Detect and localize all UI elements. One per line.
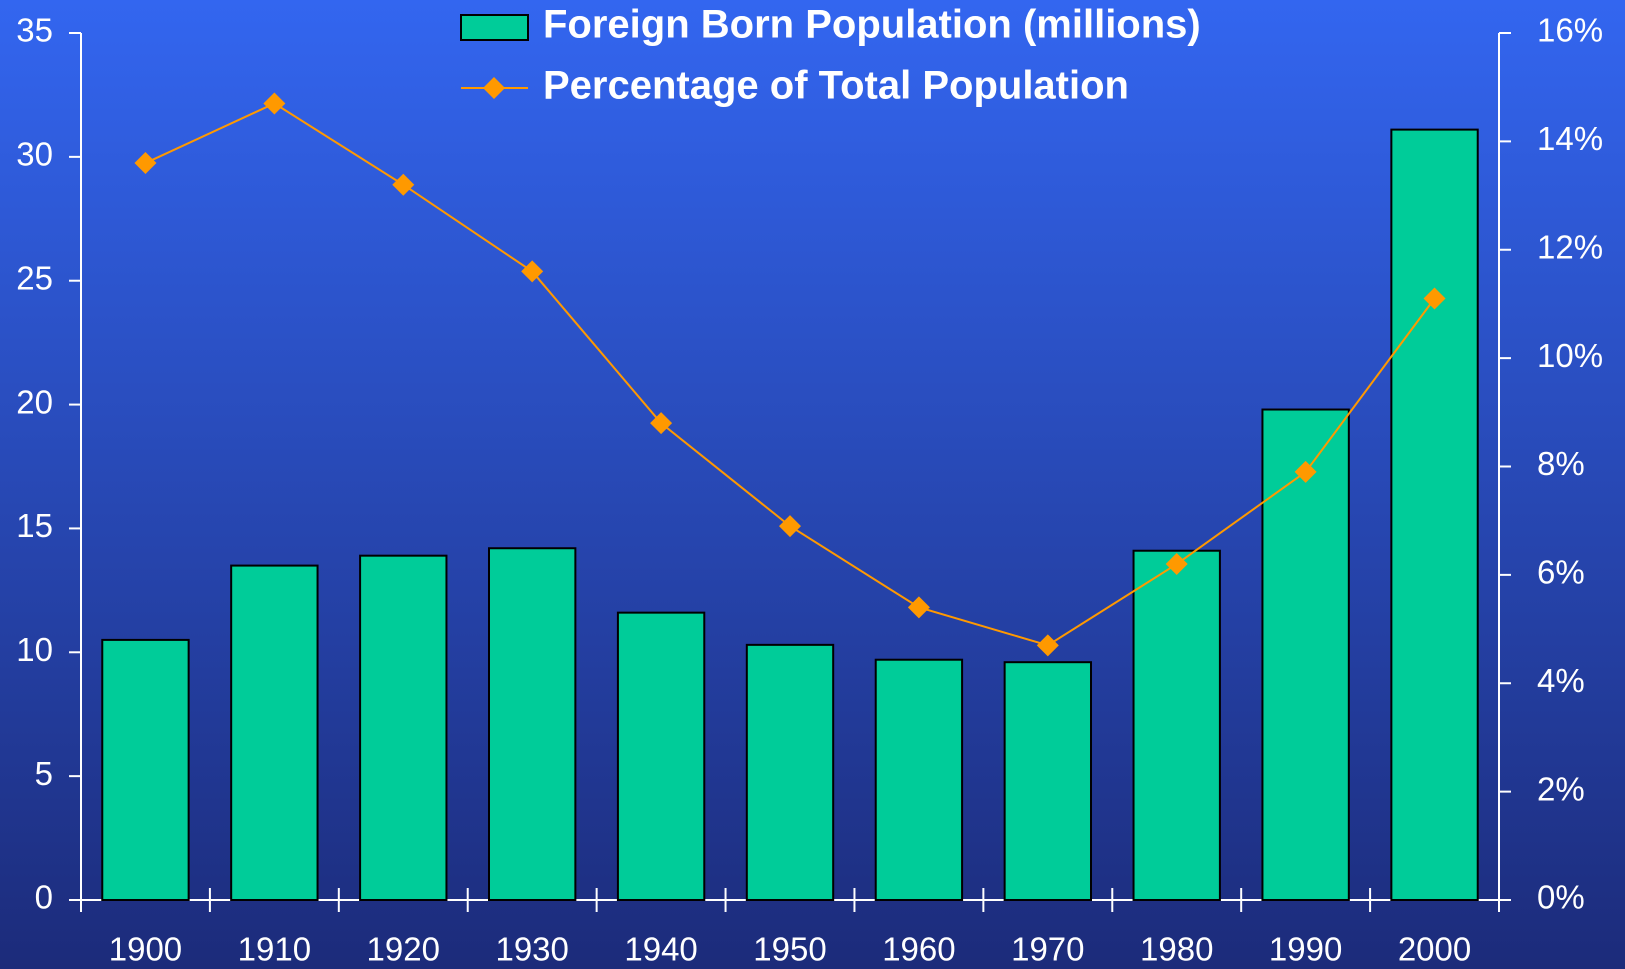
y2-tick-label: 8% — [1537, 445, 1585, 482]
y2-tick-label: 10% — [1537, 337, 1603, 374]
y-tick-label: 5 — [35, 755, 53, 792]
bar — [1261, 408, 1350, 901]
legend-marker — [483, 77, 505, 99]
x-tick-label: 1910 — [238, 931, 311, 968]
x-tick-label: 1980 — [1140, 931, 1213, 968]
bar — [874, 658, 964, 902]
x-tick-label: 1960 — [882, 931, 955, 968]
line-marker — [1165, 553, 1188, 576]
bar — [101, 638, 190, 902]
line-marker — [907, 596, 930, 619]
y2-tick-label: 4% — [1537, 662, 1585, 699]
y2-tick-label: 16% — [1537, 12, 1603, 49]
y-tick-label: 30 — [16, 136, 53, 173]
x-tick-label: 1950 — [753, 931, 826, 968]
line-marker — [1423, 287, 1446, 310]
y2-tick-label: 6% — [1537, 554, 1585, 591]
y2-tick-label: 0% — [1537, 879, 1585, 916]
bar — [1390, 128, 1479, 901]
y-tick-label: 20 — [16, 383, 53, 420]
bar — [745, 643, 835, 902]
bar — [230, 564, 319, 901]
y-tick-label: 15 — [16, 507, 53, 544]
bar — [359, 554, 448, 901]
y-tick-label: 25 — [16, 259, 53, 296]
legend-label: Percentage of Total Population — [543, 64, 1129, 108]
y2-tick-label: 14% — [1537, 120, 1603, 157]
bar — [1132, 549, 1221, 901]
x-tick-label: 1900 — [109, 931, 182, 968]
y-tick-label: 0 — [35, 879, 53, 916]
bar — [616, 611, 706, 901]
legend-swatch — [460, 14, 529, 41]
line-marker — [134, 152, 157, 175]
line-marker — [392, 173, 415, 196]
line-marker — [1294, 460, 1317, 483]
y-tick-label: 10 — [16, 631, 53, 668]
x-tick-label: 1970 — [1011, 931, 1084, 968]
x-tick-label: 1990 — [1269, 931, 1342, 968]
line-marker — [779, 515, 801, 538]
bar — [487, 547, 577, 901]
bar — [1003, 661, 1093, 901]
x-tick-label: 1940 — [624, 931, 697, 968]
y2-tick-label: 2% — [1537, 770, 1585, 807]
y2-tick-label: 12% — [1537, 228, 1603, 265]
line-marker — [1036, 634, 1059, 657]
x-tick-label: 1930 — [495, 931, 568, 968]
x-tick-label: 2000 — [1398, 931, 1471, 968]
legend-label: Foreign Born Population (millions) — [543, 3, 1201, 47]
x-tick-label: 1920 — [367, 931, 440, 968]
line-marker — [650, 412, 673, 435]
line-marker — [521, 260, 544, 283]
line-marker — [263, 92, 286, 115]
y-tick-label: 35 — [16, 12, 53, 49]
